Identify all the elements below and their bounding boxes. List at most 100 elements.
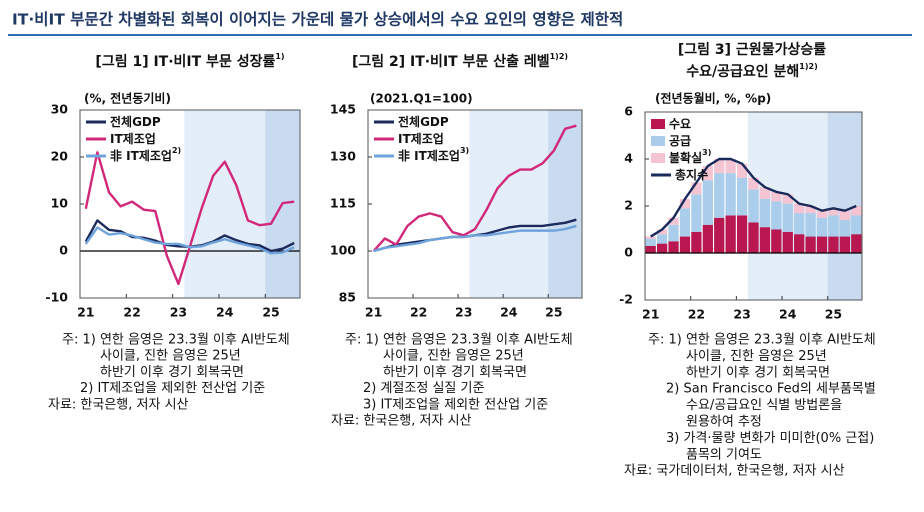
series-line — [84, 226, 295, 255]
bar-segment — [645, 236, 656, 239]
plot-frame — [644, 111, 863, 301]
bar-segment — [794, 213, 805, 235]
legend-entry: 수요 — [669, 117, 691, 131]
plot-frame — [367, 109, 583, 299]
bar-segment — [668, 224, 679, 242]
legend-name: 불확실 — [669, 150, 702, 165]
bar-segment — [851, 215, 862, 235]
note-line: 품목의 기여도 — [686, 447, 762, 462]
bar-segment — [759, 187, 771, 199]
y-tick-label: 6 — [624, 104, 633, 119]
x-tick-label: 23 — [733, 307, 750, 322]
chart-title-text: [그림 3] 근원물가상승률 — [678, 41, 826, 58]
chart-title-text: [그림 1] IT·비IT 부문 성장률 — [95, 53, 275, 70]
bar-segment — [748, 177, 759, 190]
bar-segment — [839, 210, 851, 221]
note-line: 2) 계절조정 실질 기준 — [363, 381, 484, 396]
page-title: IT·비IT 부문간 차별화된 회복이 이어지는 가운데 물가 상승에서의 수요… — [12, 10, 623, 29]
bar-segment — [748, 189, 759, 223]
y-tick-label: 100 — [330, 243, 356, 258]
bar-segment — [736, 177, 748, 216]
series-line — [373, 224, 577, 253]
bar-segment — [782, 231, 793, 253]
bar-segment — [805, 213, 816, 237]
legend-name: 非 IT제조업 — [110, 148, 172, 163]
bar-segment — [782, 203, 793, 232]
legend-entry: IT제조업 — [398, 132, 444, 146]
bar-segment — [736, 215, 748, 253]
bar-segment — [851, 206, 862, 216]
bar-segment — [645, 238, 656, 246]
bar-segment — [725, 159, 736, 174]
bar-segment — [748, 222, 759, 253]
bar-segment — [771, 191, 782, 202]
legend-name: 총지수 — [675, 167, 708, 182]
bar-segment — [691, 182, 702, 195]
x-tick-label: 21 — [77, 305, 94, 320]
legend-name: 非 IT제조업 — [398, 148, 460, 163]
legend-note: 3) — [702, 148, 711, 157]
y-tick-label: 20 — [51, 149, 69, 164]
legend-swatch — [651, 153, 665, 163]
x-tick-label: 21 — [642, 307, 659, 322]
chart-title: [그림 1] IT·비IT 부문 성장률1) — [95, 52, 284, 71]
chart-title: 수요/공급요인 분해1)2) — [686, 62, 817, 81]
note-line: 하반기 이후 경기 회복국면 — [100, 365, 244, 380]
title-note: 1) — [275, 52, 284, 61]
x-tick-label: 22 — [688, 307, 705, 322]
x-tick-label: 22 — [123, 305, 140, 320]
bar-segment — [656, 229, 668, 235]
legend-swatch — [651, 136, 665, 146]
legend-name: IT제조업 — [110, 132, 156, 146]
bar-segment — [645, 245, 656, 253]
series-line — [372, 124, 577, 252]
bar-segment — [679, 236, 691, 253]
bar-segment — [702, 166, 713, 181]
bar-segment — [691, 194, 702, 232]
note-line: 사이클, 진한 음영은 25년 — [686, 349, 827, 364]
bar-segment — [725, 215, 736, 253]
legend-entry: 전체GDP — [110, 114, 161, 129]
legend-entry: IT제조업 — [110, 132, 156, 146]
unit-label: (전년동월비, %, %p) — [655, 91, 771, 106]
bar-segment — [828, 208, 839, 216]
note-line: 3) 가격·물량 변화가 미미한(0% 근접) — [666, 431, 874, 446]
legend-entry: 非 IT제조업3) — [398, 146, 469, 163]
note-line: 사이클, 진한 음영은 25년 — [383, 349, 524, 364]
unit-label: (%, 전년동기비) — [84, 91, 171, 106]
bar-segment — [816, 236, 828, 253]
bar-segment — [805, 206, 816, 214]
legend-name: 공급 — [669, 134, 691, 148]
bar-segment — [656, 234, 668, 244]
x-tick-label: 23 — [455, 305, 472, 320]
x-tick-label: 24 — [500, 305, 518, 320]
chart-title-text: 수요/공급요인 분해 — [686, 63, 799, 80]
note-line: 2) IT제조업을 제외한 전산업 기준 — [80, 381, 265, 396]
x-tick-label: 22 — [410, 305, 427, 320]
note-line: 하반기 이후 경기 회복국면 — [383, 365, 527, 380]
note-line: 주: 1) 연한 음영은 23.3월 이후 AI반도체 — [62, 333, 290, 348]
note-line: 자료: 한국은행, 저자 시산 — [331, 413, 472, 429]
y-tick-label: 4 — [624, 151, 633, 166]
bar-segment — [782, 194, 793, 204]
legend-note: 2) — [172, 146, 181, 155]
x-tick-label: 21 — [365, 305, 382, 320]
note-line: 자료: 한국은행, 저자 시산 — [48, 396, 189, 412]
shaded-period — [548, 110, 582, 298]
plot-frame — [79, 109, 301, 299]
legend-note: 3) — [460, 146, 469, 155]
bar-segment — [691, 231, 702, 253]
series-line — [650, 157, 857, 238]
bar-segment — [816, 210, 828, 218]
bar-segment — [714, 173, 725, 218]
legend-name: 수요 — [669, 117, 691, 131]
bar-segment — [771, 229, 782, 253]
x-tick-label: 23 — [170, 305, 187, 320]
bar-segment — [668, 241, 679, 253]
bar-segment — [828, 215, 839, 237]
bar-segment — [816, 217, 828, 237]
chart-title: [그림 3] 근원물가상승률 — [678, 41, 826, 58]
legend-name: 전체GDP — [110, 114, 161, 129]
note-line: 원용하여 추정 — [686, 415, 762, 430]
